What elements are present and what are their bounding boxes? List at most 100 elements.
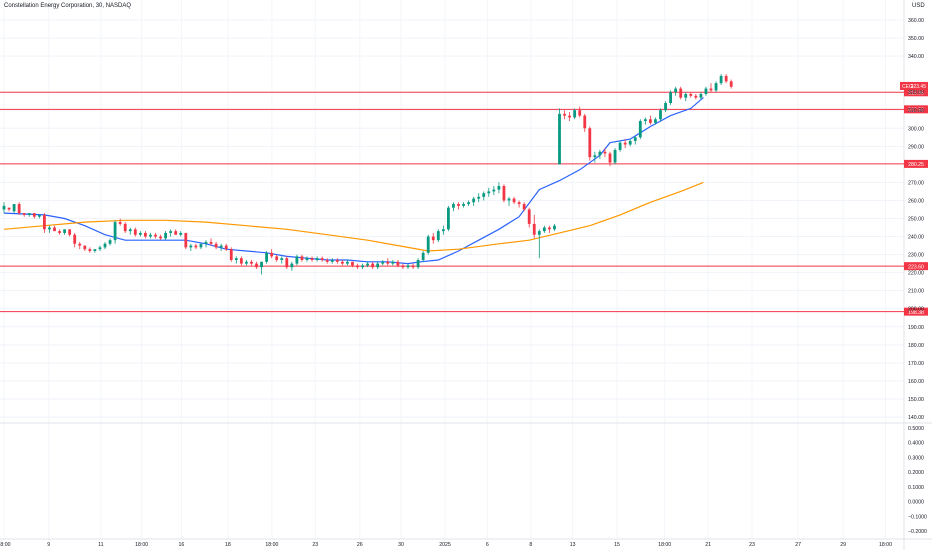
- candle-body: [179, 232, 183, 235]
- candle-body: [633, 137, 637, 141]
- price-tick-label: 270.00: [908, 180, 924, 186]
- candle-body: [48, 227, 51, 230]
- candle-body: [204, 241, 208, 244]
- candle-body: [578, 110, 582, 116]
- time-tick-label: 15: [614, 542, 620, 548]
- candle-body: [366, 263, 369, 266]
- candle-body: [527, 209, 531, 224]
- candle-body: [12, 204, 16, 212]
- candle-body: [63, 229, 66, 233]
- time-tick-label: 8: [529, 542, 532, 548]
- candle-body: [138, 232, 142, 235]
- time-tick-label: 18:00: [265, 542, 278, 548]
- candle-body: [169, 231, 173, 233]
- candle-body: [603, 151, 607, 154]
- candle-body: [224, 245, 228, 250]
- candle-body: [462, 204, 465, 206]
- candle-body: [310, 258, 314, 261]
- candle-body: [401, 265, 405, 268]
- candle-body: [285, 258, 289, 268]
- time-tick-label: 30: [398, 542, 404, 548]
- candle-body: [694, 95, 698, 98]
- level-label-bg: [904, 105, 928, 114]
- candle-body: [250, 261, 253, 264]
- time-axis: 18:00 9 11 18:00 16 18 18:00 23 26 30 2025 6 8 13 15 18…: [0, 542, 892, 548]
- candle-body: [22, 213, 26, 215]
- candle-body: [477, 196, 481, 199]
- candle-body: [260, 261, 263, 268]
- candle-body: [719, 75, 723, 84]
- candle-body: [623, 142, 627, 145]
- candle-body: [689, 93, 693, 96]
- candle-body: [295, 256, 299, 264]
- candle-body: [441, 229, 445, 232]
- candle-body: [53, 227, 56, 232]
- moving-average-line: [3, 97, 704, 265]
- price-tick-label: 240.00: [908, 235, 924, 241]
- candle-body: [305, 258, 309, 261]
- price-tick-label: 190.00: [908, 325, 924, 331]
- candle-body: [724, 75, 728, 82]
- time-tick-label: 9: [47, 542, 50, 548]
- time-tick-label: 18: [225, 542, 231, 548]
- candle-body: [290, 263, 294, 268]
- chart-title: Constellation Energy Corporation, 30, NA…: [4, 3, 132, 9]
- candle-body: [32, 213, 36, 217]
- candle-body: [497, 186, 501, 190]
- candle-body: [194, 245, 198, 248]
- candle-body: [37, 214, 41, 217]
- candle-body: [583, 115, 587, 129]
- candle-body: [709, 88, 713, 91]
- moving-average-line: [3, 181, 704, 252]
- price-tick-label: 180.00: [908, 343, 924, 349]
- lower-tick-label: 0.4000: [908, 441, 924, 447]
- candle-body: [27, 213, 31, 215]
- lower-tick-label: −0.1000: [908, 514, 927, 520]
- candle-body: [396, 261, 400, 266]
- candle-body: [699, 93, 703, 98]
- price-tick-label: 170.00: [908, 361, 924, 367]
- level-label-bg: [904, 88, 928, 97]
- time-tick-label: 16: [178, 542, 184, 548]
- candle-body: [659, 110, 662, 120]
- candle-body: [361, 265, 364, 268]
- candle-body: [88, 249, 92, 251]
- candle-body: [184, 232, 188, 248]
- candle-body: [431, 236, 435, 241]
- currency-label: USD: [912, 3, 925, 9]
- candle-body: [144, 232, 147, 237]
- lower-tick-label: 0.5000: [908, 426, 924, 432]
- level-label-bg: [904, 307, 928, 316]
- candle-body: [320, 258, 324, 261]
- candle-body: [123, 223, 127, 232]
- price-axis: 319.95 310.50 280.25 223.60 198.38 360.00 350.…: [900, 18, 928, 535]
- last-price-symbol: CEG: [902, 84, 913, 90]
- candle-body: [457, 204, 460, 206]
- price-tick-label: 300.00: [908, 126, 924, 132]
- candle-body: [229, 249, 233, 261]
- candles: [2, 74, 733, 275]
- candle-body: [472, 198, 476, 203]
- price-tick-label: 260.00: [908, 198, 924, 204]
- candle-body: [618, 142, 622, 150]
- level-label-bg: [904, 159, 928, 168]
- candle-body: [154, 234, 157, 237]
- candle-body: [436, 231, 440, 241]
- candle-body: [335, 260, 339, 262]
- candle-body: [548, 227, 551, 230]
- candle-body: [255, 263, 258, 268]
- candle-body: [704, 88, 708, 94]
- last-price-label-bg: [900, 81, 928, 90]
- candle-body: [502, 186, 506, 201]
- candle-body: [573, 110, 577, 118]
- candle-body: [679, 88, 683, 98]
- candle-body: [714, 83, 718, 91]
- candle-body: [664, 103, 667, 111]
- candle-body: [98, 247, 102, 250]
- candle-body: [356, 265, 359, 268]
- candle-body: [532, 223, 536, 235]
- candle-body: [542, 227, 546, 232]
- candle-body: [315, 258, 319, 261]
- candle-body: [7, 207, 11, 210]
